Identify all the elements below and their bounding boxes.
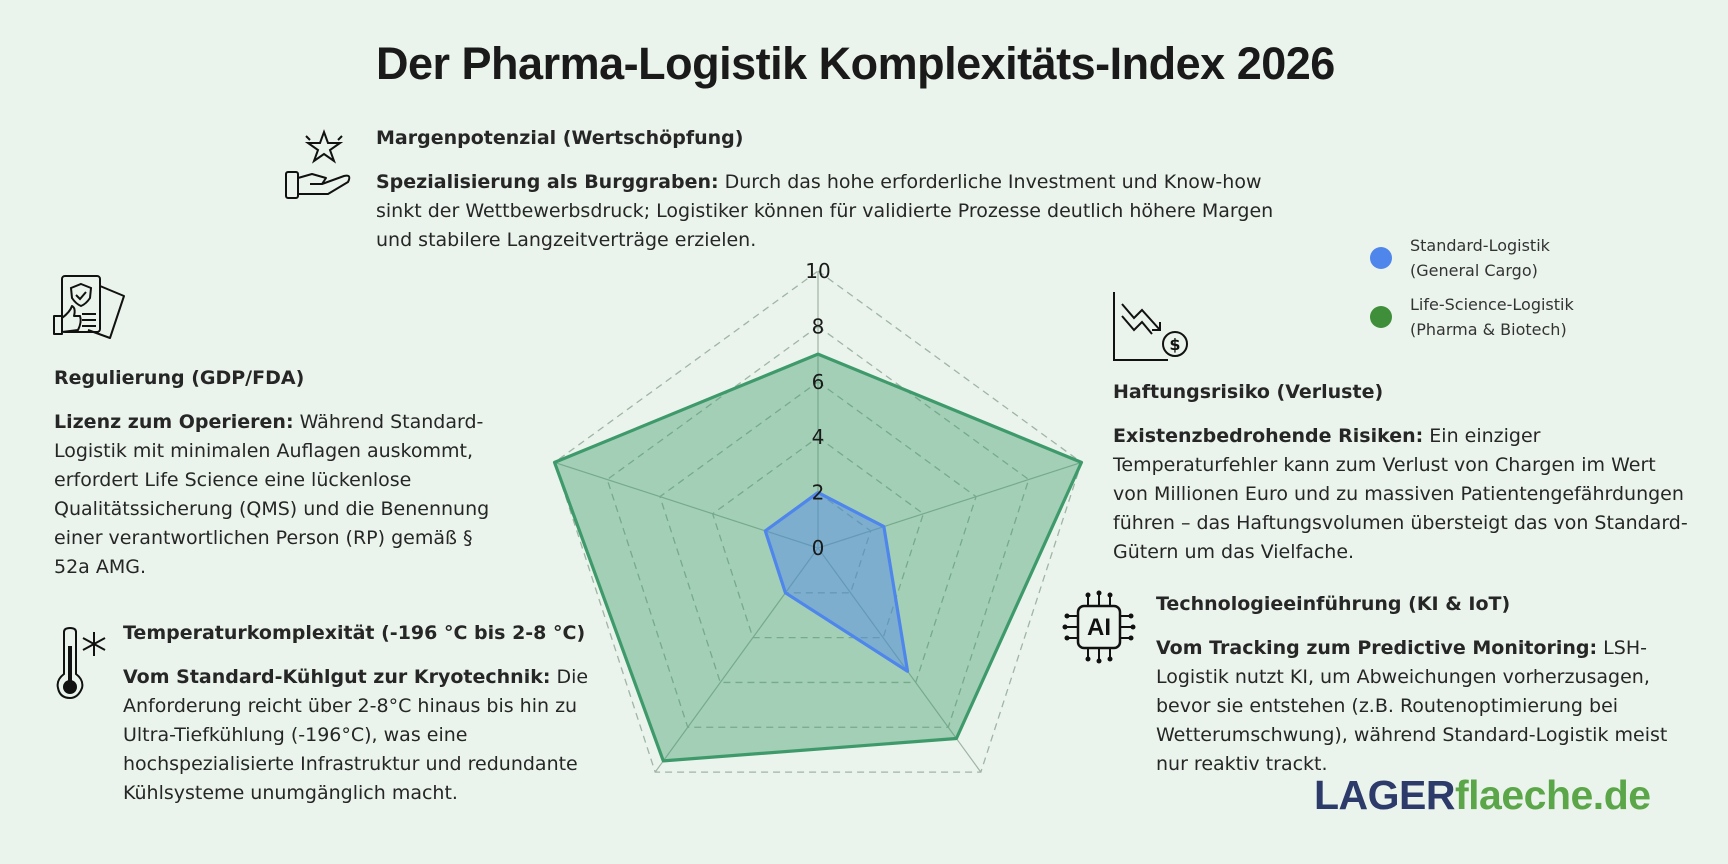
liability-heading: Haftungsrisiko (Verluste)	[1113, 381, 1384, 403]
grid-ring-6	[659, 380, 977, 684]
temperature-heading: Temperaturkomplexität (-196 °C bis 2-8 °…	[123, 622, 586, 644]
tick-label: 0	[812, 536, 825, 560]
margin-heading: Margenpotenzial (Wertschöpfung)	[376, 127, 744, 149]
chart-down-dollar-icon: $	[1113, 292, 1188, 361]
grid-spoke	[817, 547, 982, 773]
regulation-heading: Regulierung (GDP/FDA)	[54, 367, 305, 389]
ai-chip-label: AI	[1087, 614, 1111, 641]
tick-label: 4	[812, 425, 825, 449]
temperature-body: Die Anforderung reicht über 2-8°C hinaus…	[123, 666, 589, 804]
legend-label-lifescience-1: Life-Science-Logistik	[1410, 295, 1574, 314]
brand-logo-part2: flaeche.de	[1455, 772, 1651, 818]
legend-dot-standard	[1370, 247, 1392, 269]
legend-label-standard-2: (General Cargo)	[1410, 261, 1538, 280]
grid-spoke	[817, 461, 1082, 549]
liability-block: Haftungsrisiko (Verluste) Existenzbedroh…	[1113, 378, 1693, 567]
legend-item-standard: Standard-Logistik (General Cargo)	[1368, 233, 1574, 283]
grid-spoke	[654, 547, 819, 773]
hand-star-icon	[285, 129, 351, 199]
grid-spoke	[554, 461, 819, 549]
tick-label: 8	[812, 314, 825, 338]
grid-ring-10	[553, 270, 1083, 773]
technology-heading: Technologieeinführung (KI & IoT)	[1156, 593, 1511, 615]
liability-text: Existenzbedrohende Risiken: Ein einziger…	[1113, 422, 1693, 567]
page-title: Der Pharma-Logistik Komplexitäts-Index 2…	[376, 38, 1335, 89]
legend-dot-lifescience	[1370, 306, 1392, 328]
technology-lead: Vom Tracking zum Predictive Monitoring:	[1156, 637, 1598, 659]
certificate-document-icon	[53, 275, 125, 339]
tick-label: 2	[812, 481, 825, 505]
legend-label-lifescience-2: (Pharma & Biotech)	[1410, 320, 1567, 339]
regulation-block: Regulierung (GDP/FDA) Lizenz zum Operier…	[54, 364, 514, 582]
legend-label-standard-1: Standard-Logistik	[1410, 236, 1550, 255]
svg-text:$: $	[1169, 335, 1180, 354]
grid-ring-8	[606, 325, 1030, 728]
liability-lead: Existenzbedrohende Risiken:	[1113, 425, 1424, 447]
regulation-lead: Lizenz zum Operieren:	[54, 411, 294, 433]
legend-item-lifescience: Life-Science-Logistik (Pharma & Biotech)	[1368, 292, 1574, 342]
chart-legend: Standard-Logistik (General Cargo) Life-S…	[1368, 233, 1574, 351]
technology-body: LSH-Logistik nutzt KI, um Abweichungen v…	[1156, 637, 1668, 775]
brand-logo-part1: LAGER	[1314, 772, 1456, 818]
margin-lead: Spezialisierung als Burggraben:	[376, 171, 719, 193]
ai-chip-icon: AI	[1062, 590, 1136, 664]
technology-text: Vom Tracking zum Predictive Monitoring: …	[1156, 634, 1696, 779]
grid-ring-4	[711, 436, 925, 639]
brand-logo: LAGERflaeche.de	[1314, 772, 1651, 819]
grid-ring-2	[764, 491, 872, 594]
tick-label: 10	[805, 259, 830, 283]
tick-label: 6	[812, 370, 825, 394]
series-standard-area	[763, 491, 910, 673]
margin-block: Margenpotenzial (Wertschöpfung) Speziali…	[376, 124, 1311, 255]
margin-text: Spezialisierung als Burggraben: Durch da…	[376, 168, 1311, 255]
liability-body: Ein einziger Temperaturfehler kann zum V…	[1113, 425, 1688, 563]
technology-block: Technologieeinführung (KI & IoT) Vom Tra…	[1156, 590, 1696, 779]
series-lifescience-area	[552, 352, 1084, 763]
temperature-text: Vom Standard-Kühlgut zur Kryotechnik: Di…	[123, 663, 628, 808]
margin-body: Durch das hohe erforderliche Investment …	[376, 171, 1274, 251]
temperature-block: Temperaturkomplexität (-196 °C bis 2-8 °…	[123, 619, 628, 808]
regulation-text: Lizenz zum Operieren: Während Standard-L…	[54, 408, 514, 582]
regulation-body: Während Standard-Logistik mit minimalen …	[54, 411, 490, 578]
thermometer-snowflake-icon	[56, 626, 106, 700]
temperature-lead: Vom Standard-Kühlgut zur Kryotechnik:	[123, 666, 551, 688]
